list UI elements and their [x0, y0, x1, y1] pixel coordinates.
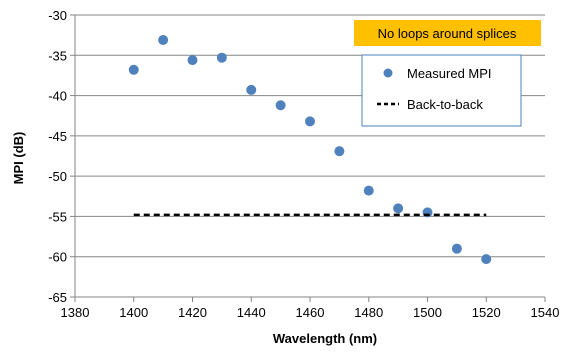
- data-point: [158, 34, 169, 45]
- x-tick-label: 1480: [354, 305, 383, 320]
- data-point: [451, 243, 462, 254]
- gridlines: [75, 14, 545, 298]
- data-point: [393, 203, 404, 214]
- data-point: [128, 64, 139, 75]
- x-tick-label: 1520: [472, 305, 501, 320]
- y-tick-label: -50: [48, 169, 67, 184]
- x-tick-label: 1460: [296, 305, 325, 320]
- annotation-background: [354, 20, 541, 46]
- y-tick-label: -65: [48, 290, 67, 305]
- data-point: [363, 185, 374, 196]
- y-tick-label: -55: [48, 209, 67, 224]
- y-tick-label: -60: [48, 250, 67, 265]
- annotation-box: No loops around splices: [354, 20, 541, 46]
- data-point: [481, 254, 492, 265]
- y-tick-label: -35: [48, 48, 67, 63]
- data-point: [216, 52, 227, 63]
- y-tick-label: -30: [48, 8, 67, 23]
- data-point: [246, 84, 257, 95]
- legend-label-measured: Measured MPI: [407, 66, 492, 81]
- data-point: [275, 100, 286, 111]
- legend: Measured MPI Back-to-back: [361, 54, 522, 127]
- data-point: [305, 116, 315, 127]
- y-tick-label: -40: [48, 89, 67, 104]
- y-axis-title: MPI (dB): [11, 132, 26, 185]
- x-tick-label: 1380: [61, 305, 90, 320]
- data-point: [334, 146, 345, 157]
- series: [128, 34, 492, 265]
- legend-frame: [361, 54, 522, 127]
- x-tick-label: 1540: [531, 305, 560, 320]
- data-point: [187, 55, 198, 66]
- legend-label-back-to-back: Back-to-back: [407, 97, 483, 112]
- legend-marker-measured: [383, 68, 393, 78]
- x-tick-label: 1400: [119, 305, 148, 320]
- x-tick-label: 1440: [237, 305, 266, 320]
- annotation-text: No loops around splices: [378, 26, 517, 41]
- x-tick-label: 1500: [413, 305, 442, 320]
- y-tick-label: -45: [48, 129, 67, 144]
- x-tick-label: 1420: [178, 305, 207, 320]
- x-axis-title: Wavelength (nm): [273, 331, 377, 346]
